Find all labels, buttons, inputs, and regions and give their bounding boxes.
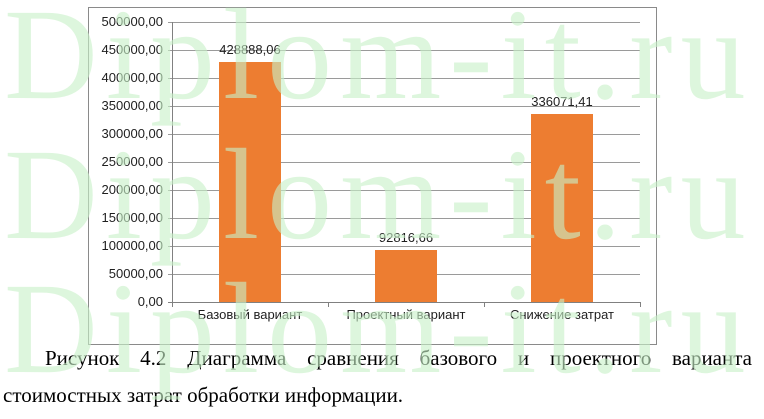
bar-value-label: 336071,41 xyxy=(531,94,593,109)
y-axis-tick-label: 300000,00 xyxy=(101,126,163,141)
gridline xyxy=(168,78,640,79)
x-axis-tick xyxy=(640,302,641,307)
gridline xyxy=(168,246,640,247)
category-label: Базовый вариант xyxy=(197,307,303,322)
x-axis-line xyxy=(168,302,640,303)
category-label: Проектный вариант xyxy=(346,307,466,322)
x-axis-tick xyxy=(328,302,329,307)
bar-value-label: 92816,66 xyxy=(378,230,434,245)
gridline xyxy=(168,106,640,107)
y-axis-tick-label: 50000,00 xyxy=(108,266,163,281)
gridline xyxy=(168,22,640,23)
y-axis-tick-label: 250000,00 xyxy=(101,154,163,169)
gridline xyxy=(168,190,640,191)
y-axis-tick-label: 450000,00 xyxy=(101,42,163,57)
x-axis-tick xyxy=(484,302,485,307)
y-axis-tick-label: 200000,00 xyxy=(101,182,163,197)
bar-value-label: 428888,06 xyxy=(219,42,281,57)
x-axis-tick xyxy=(172,302,173,307)
bar xyxy=(219,62,281,302)
gridline xyxy=(168,134,640,135)
y-axis-tick-label: 0,00 xyxy=(137,294,163,309)
y-axis-line xyxy=(172,22,173,303)
bar xyxy=(375,250,437,302)
figure-caption-line2: стоимостных затрат обработки информации. xyxy=(3,383,404,407)
gridline xyxy=(168,50,640,51)
y-axis-tick-label: 500000,00 xyxy=(101,14,163,29)
y-axis-tick-label: 350000,00 xyxy=(101,98,163,113)
y-axis-tick-label: 150000,00 xyxy=(101,210,163,225)
figure-caption-line1: Рисунок 4.2 Диаграмма сравнения базового… xyxy=(45,346,752,370)
gridline xyxy=(168,162,640,163)
category-label: Снижение затрат xyxy=(509,307,615,322)
gridline xyxy=(168,218,640,219)
bar xyxy=(531,114,593,302)
y-axis-tick-label: 100000,00 xyxy=(101,238,163,253)
y-axis-tick-label: 400000,00 xyxy=(101,70,163,85)
chart-area: 500000,00 450000,00 400000,00 350000,00 3000… xyxy=(88,7,657,345)
